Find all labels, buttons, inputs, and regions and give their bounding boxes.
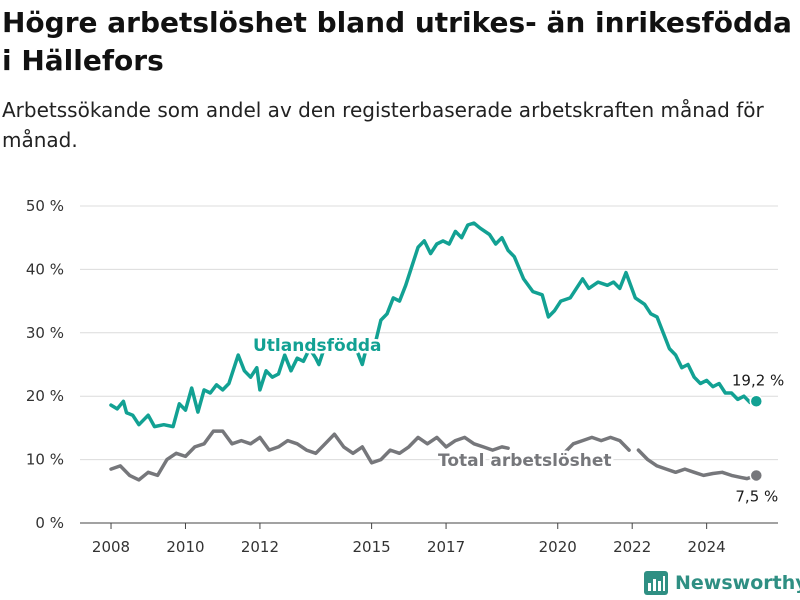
x-tick-label: 2015	[353, 538, 391, 556]
x-axis: 2008 2010 2012 2015 2017 2020 2022 2024	[80, 522, 778, 556]
y-tick-label: 40 %	[26, 260, 64, 278]
total-series-line	[636, 448, 759, 481]
foreign-series-line	[109, 343, 327, 429]
total-series-label-halo: Total arbetslöshet	[438, 451, 612, 471]
gridlines: 0 % 10 % 20 % 30 % 40 % 50 %	[26, 197, 778, 532]
foreign-series-label: Utlandsfödda	[253, 336, 382, 356]
y-tick-label: 0 %	[35, 514, 64, 532]
brand-name: Newsworthy	[675, 572, 800, 594]
chart-title: Högre arbetslöshet bland utrikes- än inr…	[2, 6, 792, 77]
foreign-end-point	[749, 394, 764, 409]
total-series-label: Total arbetslöshet	[438, 451, 612, 471]
newsworthy-logo[interactable]: Newsworthy	[643, 568, 800, 598]
y-tick-label: 30 %	[26, 324, 64, 342]
x-tick-label: 2012	[241, 538, 279, 556]
chart-subtitle: Arbetssökande som andel av den registerb…	[2, 98, 764, 152]
total-end-label: 7,5 %	[735, 487, 778, 505]
y-tick-label: 50 %	[26, 197, 64, 215]
foreign-series-line	[354, 221, 759, 405]
foreign-end-label: 19,2 %	[732, 371, 784, 389]
x-tick-label: 2010	[166, 538, 204, 556]
annotations: 19,2 %7,5 %UtlandsföddaUtlandsföddaTotal…	[251, 334, 785, 506]
newsworthy-logo-icon	[644, 571, 668, 595]
series-lines	[109, 221, 759, 482]
x-tick-label: 2024	[688, 538, 726, 556]
x-tick-label: 2020	[539, 538, 577, 556]
x-tick-label: 2017	[427, 538, 465, 556]
total-series-line	[562, 435, 631, 456]
y-tick-label: 20 %	[26, 387, 64, 405]
foreign-series-label-halo: Utlandsfödda	[253, 336, 382, 356]
total-series-line	[109, 429, 510, 482]
x-tick-label: 2022	[613, 538, 651, 556]
x-tick-label: 2008	[92, 538, 130, 556]
y-tick-label: 10 %	[26, 451, 64, 469]
total-end-point	[749, 468, 764, 483]
